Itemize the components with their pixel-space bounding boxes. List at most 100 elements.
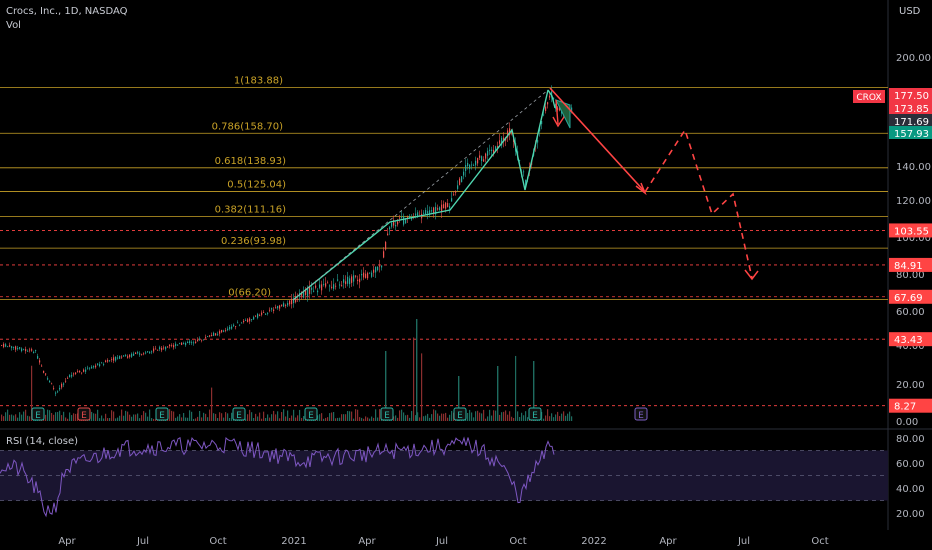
volume-bar (57, 411, 59, 421)
volume-bar (279, 418, 281, 421)
candles[interactable] (1, 85, 573, 397)
candle-body (351, 276, 353, 283)
earnings-marker[interactable] (155, 407, 169, 421)
volume-bar (5, 412, 7, 421)
volume-bar (363, 418, 365, 421)
volume-bar (127, 411, 129, 421)
volume-bar (63, 411, 65, 421)
short-down-arrow (555, 99, 559, 125)
volume-bar (217, 418, 219, 421)
volume-bar (411, 410, 413, 421)
candle-body (543, 114, 545, 116)
candle-body (223, 330, 225, 332)
time-tick-label: Oct (811, 536, 828, 547)
candle-body (413, 215, 415, 217)
volume-bars (1, 319, 573, 421)
fib-level-label: 0(66.20) (228, 288, 271, 299)
candle-body (439, 207, 441, 210)
candle-body (295, 296, 297, 303)
candle-body (75, 372, 77, 374)
candle-body (333, 284, 335, 289)
earnings-marker[interactable] (380, 407, 394, 421)
candle-body (385, 242, 387, 250)
candle-body (309, 286, 311, 294)
candle-body (217, 333, 219, 335)
candle-body (483, 159, 485, 162)
volume-bar (337, 417, 339, 421)
volume-bar (169, 409, 171, 421)
fib-level-label: 1(183.88) (234, 76, 283, 87)
volume-bar (201, 417, 203, 421)
earnings-marker[interactable] (528, 407, 542, 421)
earnings-marker[interactable] (232, 407, 246, 421)
candle-body (399, 217, 401, 219)
volume-bar (505, 410, 507, 421)
candle-body (31, 349, 33, 351)
volume-bar (147, 416, 149, 421)
candle-body (227, 328, 229, 331)
projection-line[interactable] (549, 87, 646, 193)
volume-bar (405, 415, 407, 421)
trend-channel-line[interactable] (292, 89, 549, 301)
candle-body (547, 102, 549, 105)
candle-body (83, 369, 85, 372)
volume-bar (303, 416, 305, 421)
price-tick-label: 80.00 (896, 270, 925, 281)
candle-body (247, 319, 249, 323)
candle-body (15, 346, 17, 350)
volume-bar (221, 413, 223, 421)
candle-body (503, 137, 505, 142)
volume-bar (329, 413, 331, 421)
candle-body (499, 140, 501, 144)
earnings-marker[interactable] (31, 407, 45, 421)
volume-bar (253, 417, 255, 421)
candle-body (3, 343, 5, 348)
projection-dashed-path[interactable] (644, 128, 753, 279)
rsi-label: RSI (14, close) (6, 436, 79, 447)
candle-body (255, 315, 257, 317)
rsi-line[interactable] (0, 436, 555, 518)
volume-bar (471, 412, 473, 421)
volume-bar (73, 413, 75, 421)
candle-body (291, 298, 293, 305)
price-tick-label: 200.00 (896, 53, 931, 64)
earnings-marker-label: E (638, 411, 644, 421)
wave-pattern-line[interactable] (292, 89, 549, 301)
candle-body (403, 216, 405, 225)
earnings-marker[interactable] (304, 407, 318, 421)
candle-body (571, 107, 573, 112)
candle-body (27, 350, 29, 352)
volume-spike (497, 366, 499, 421)
candle-body (293, 298, 295, 304)
candle-body (353, 275, 355, 282)
earnings-marker[interactable] (634, 407, 648, 421)
volume-bar (277, 411, 279, 421)
volume-bar (369, 418, 371, 421)
volume-bar (133, 414, 135, 421)
price-tick-label: 60.00 (896, 307, 925, 318)
time-tick-label: Apr (358, 536, 376, 547)
earnings-marker[interactable] (453, 407, 467, 421)
volume-bar (567, 413, 569, 421)
wave-pattern-tail[interactable] (547, 89, 556, 109)
candle-body (327, 282, 329, 284)
fib-level-label: 0.382(111.16) (215, 204, 287, 215)
candle-body (365, 273, 367, 278)
volume-bar (317, 415, 319, 421)
candle-body (111, 358, 113, 360)
rsi-tick-label: 60.00 (896, 459, 925, 470)
volume-bar (357, 409, 359, 421)
candle-body (239, 324, 241, 326)
candle-body (497, 146, 499, 148)
volume-bar (525, 411, 527, 421)
candle-body (213, 332, 215, 336)
earnings-marker[interactable] (77, 407, 91, 421)
fib-level-label: 0.236(93.98) (221, 236, 286, 247)
volume-bar (109, 418, 111, 421)
candle-body (469, 164, 471, 169)
projection-end-arrow (744, 269, 759, 281)
candle-body (65, 380, 67, 382)
candle-body (165, 346, 167, 350)
candle-body (113, 357, 115, 361)
